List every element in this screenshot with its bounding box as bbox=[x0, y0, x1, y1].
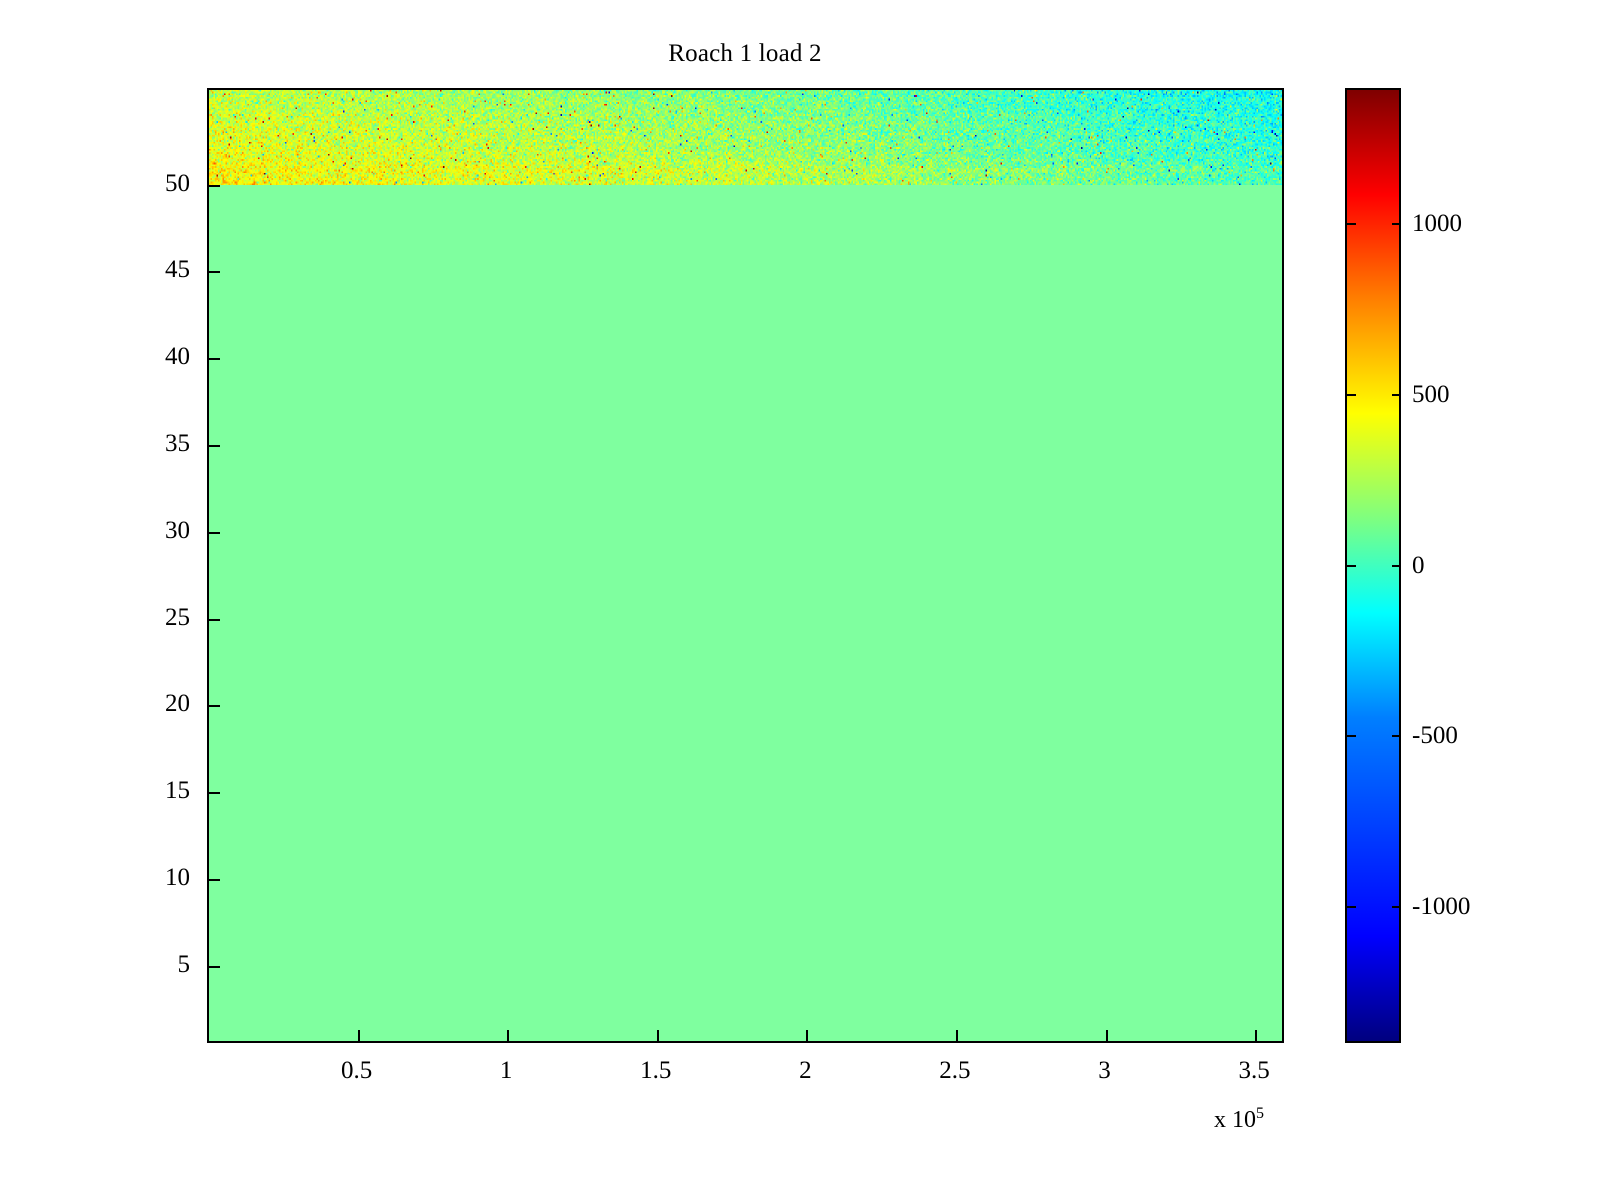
y-tick-label: 5 bbox=[177, 950, 191, 978]
y-tick-mark bbox=[209, 618, 220, 621]
colorbar-tick-mark bbox=[1392, 564, 1401, 567]
y-tick-label: 25 bbox=[165, 603, 190, 631]
page-title: Roach 1 load 2 bbox=[668, 40, 822, 67]
colorbar-tick-label: 500 bbox=[1412, 380, 1450, 408]
y-tick-mark bbox=[209, 531, 220, 534]
y-tick-label: 10 bbox=[165, 864, 190, 892]
x-tick-mark bbox=[1105, 1030, 1108, 1041]
x-exponent-mantissa: x 10 bbox=[1214, 1107, 1256, 1133]
y-tick-mark bbox=[209, 444, 220, 447]
y-tick-label: 45 bbox=[165, 256, 190, 284]
colorbar-tick-mark bbox=[1392, 905, 1401, 908]
y-tick-label: 15 bbox=[165, 777, 190, 805]
colorbar-tick-mark bbox=[1347, 564, 1356, 567]
x-tick-label: 2 bbox=[799, 1057, 812, 1084]
y-tick-label: 20 bbox=[165, 690, 190, 718]
x-tick-mark bbox=[1255, 1030, 1258, 1041]
x-tick-label: 2.5 bbox=[939, 1057, 971, 1084]
colorbar-tick-label: 0 bbox=[1412, 551, 1425, 579]
y-tick-mark bbox=[209, 184, 220, 187]
colorbar-tick-label: 1000 bbox=[1412, 210, 1462, 238]
colorbar-tick-mark bbox=[1347, 735, 1356, 738]
x-exponent-power: 5 bbox=[1256, 1105, 1264, 1122]
colorbar-tick-mark bbox=[1347, 223, 1356, 226]
x-tick-mark bbox=[656, 1030, 659, 1041]
colorbar-tick-mark bbox=[1347, 393, 1356, 396]
x-tick-label: 3.5 bbox=[1238, 1057, 1270, 1084]
y-tick-mark bbox=[209, 792, 220, 795]
colorbar-tick-mark bbox=[1392, 393, 1401, 396]
x-tick-label: 0.5 bbox=[340, 1057, 373, 1084]
y-tick-mark bbox=[209, 705, 220, 708]
colorbar-tick-label: -500 bbox=[1412, 722, 1458, 750]
x-tick-mark bbox=[357, 1030, 360, 1041]
colorbar-tick-mark bbox=[1347, 905, 1356, 908]
y-tick-label: 50 bbox=[165, 169, 190, 197]
x-tick-label: 3 bbox=[1098, 1057, 1111, 1084]
y-tick-label: 30 bbox=[165, 516, 190, 544]
heatmap-image bbox=[209, 90, 1282, 1041]
y-tick-label: 35 bbox=[165, 429, 190, 457]
y-tick-mark bbox=[209, 358, 220, 361]
y-tick-label: 40 bbox=[165, 343, 190, 371]
y-tick-mark bbox=[209, 965, 220, 968]
y-tick-mark bbox=[209, 271, 220, 274]
x-tick-mark bbox=[806, 1030, 809, 1041]
colorbar-tick-label: -1000 bbox=[1412, 892, 1471, 920]
colorbar-tick-mark bbox=[1392, 735, 1401, 738]
x-tick-label: 1.5 bbox=[640, 1057, 672, 1084]
x-axis-exponent-label: x 105 bbox=[1214, 1105, 1264, 1134]
x-tick-mark bbox=[507, 1030, 510, 1041]
colorbar-tick-mark bbox=[1392, 223, 1401, 226]
x-tick-mark bbox=[955, 1030, 958, 1041]
y-tick-mark bbox=[209, 879, 220, 882]
x-tick-label: 1 bbox=[499, 1057, 513, 1084]
heatmap-axes bbox=[207, 88, 1284, 1043]
